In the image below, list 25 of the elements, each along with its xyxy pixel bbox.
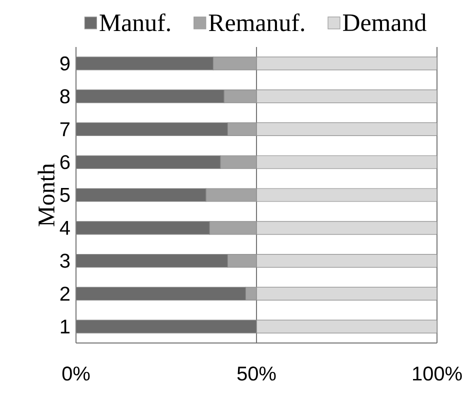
legend-label: Remanuf. xyxy=(208,13,304,32)
bar xyxy=(76,286,246,300)
bar xyxy=(76,155,221,169)
bar xyxy=(76,90,224,104)
bar xyxy=(76,254,228,268)
y-tick-label: 1 xyxy=(60,320,70,334)
bar xyxy=(76,188,206,202)
y-tick-label: 4 xyxy=(60,221,70,235)
y-tick-label: 9 xyxy=(60,56,70,71)
bar xyxy=(76,221,210,235)
y-tick-label: 6 xyxy=(60,155,70,170)
x-tick-label: 0% xyxy=(62,366,90,381)
y-tick-label: 3 xyxy=(60,254,70,268)
bar xyxy=(76,56,214,70)
legend-label: Demand xyxy=(342,14,426,32)
x-tick-label: 100% xyxy=(413,366,462,381)
legend-label: Manuf. xyxy=(100,13,170,32)
y-tick-label: 5 xyxy=(60,188,70,202)
y-axis-title: Month xyxy=(38,163,55,226)
bar xyxy=(76,320,257,334)
bar xyxy=(76,122,228,136)
x-tick-label: 50% xyxy=(237,366,276,381)
y-tick-label: 7 xyxy=(60,122,70,136)
y-tick-label: 8 xyxy=(60,89,70,104)
y-tick-label: 2 xyxy=(60,286,70,301)
